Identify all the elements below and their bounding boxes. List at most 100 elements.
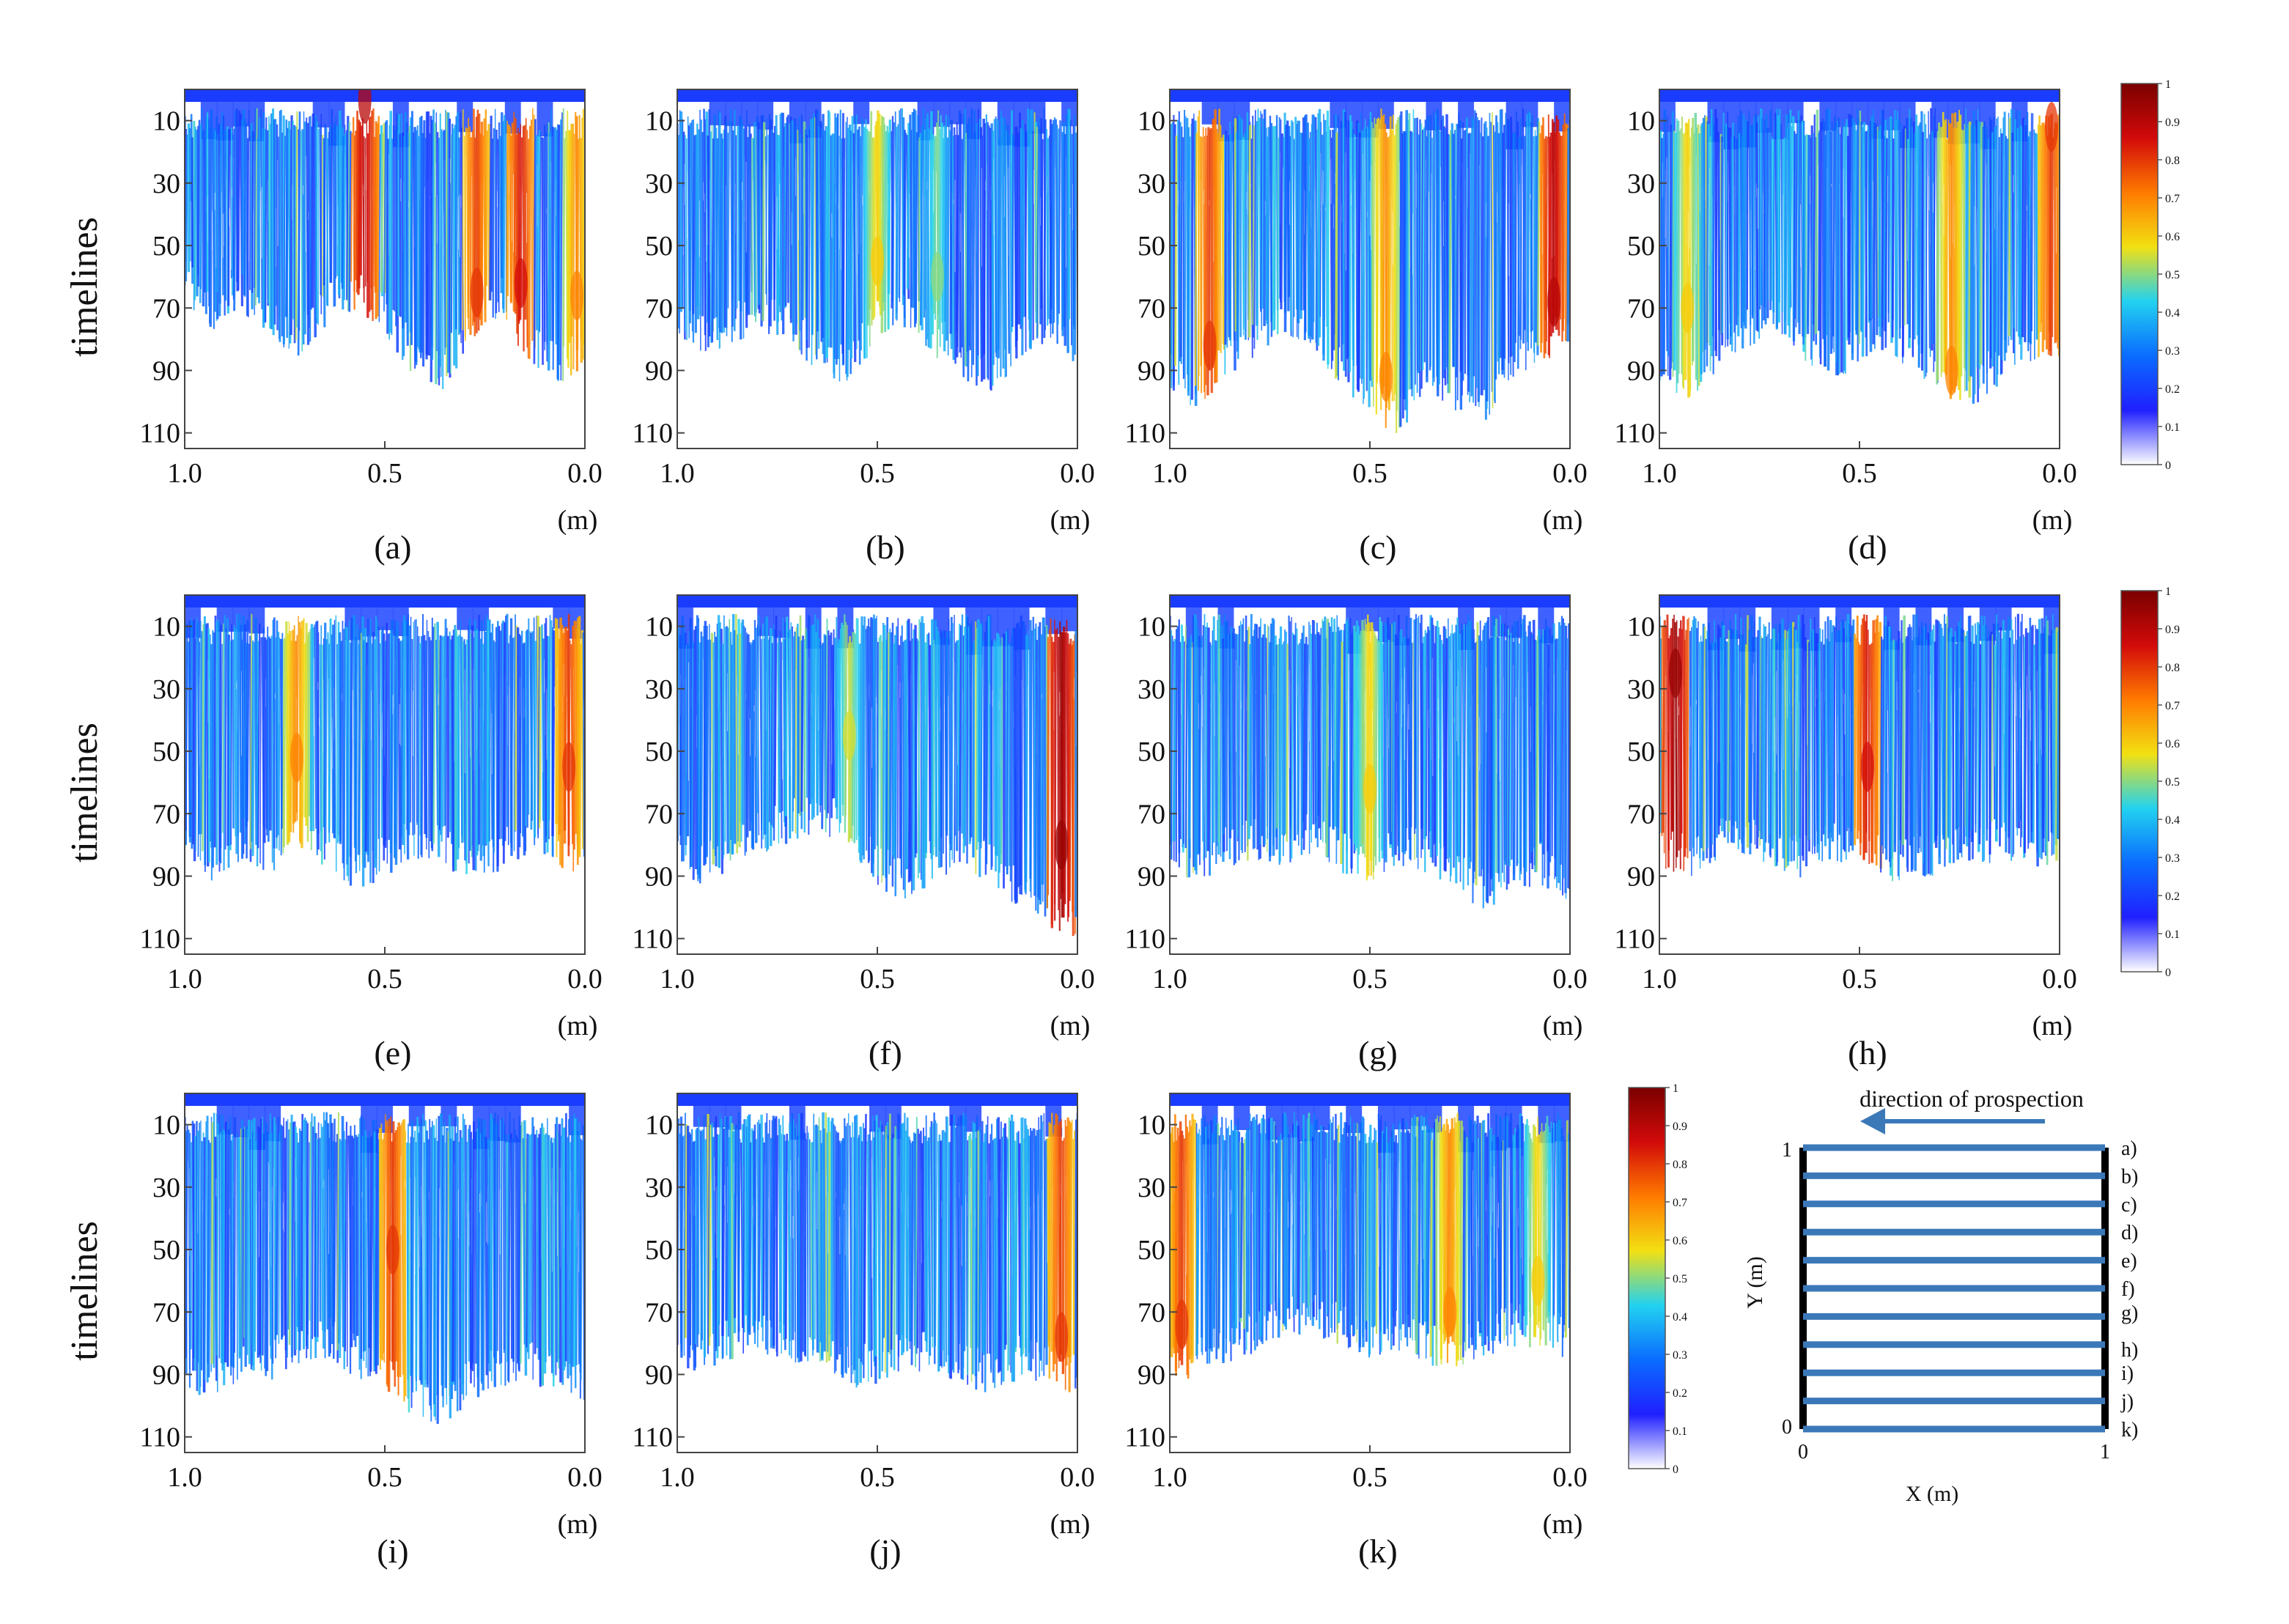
strand — [298, 627, 302, 841]
strand — [1041, 1121, 1044, 1371]
strand — [919, 125, 924, 325]
strand — [1901, 125, 1906, 358]
strand — [1301, 625, 1305, 838]
strand — [1560, 616, 1563, 865]
strand — [1952, 636, 1955, 845]
strand — [1721, 112, 1725, 333]
top-patch — [408, 608, 426, 645]
strand — [1297, 644, 1300, 835]
strand — [1327, 126, 1330, 369]
strand — [906, 122, 910, 289]
strand — [1363, 128, 1365, 405]
strand — [541, 137, 544, 365]
strand — [430, 1121, 433, 1422]
strand — [468, 126, 471, 304]
strand — [431, 109, 435, 360]
strand — [380, 630, 383, 838]
strand — [918, 137, 921, 333]
strand — [462, 641, 465, 842]
strand — [959, 1115, 963, 1379]
strand — [1838, 630, 1841, 833]
strand — [983, 632, 987, 841]
x-tick-label: 0.5 — [1842, 964, 1877, 994]
strand — [793, 118, 797, 335]
strand — [454, 629, 458, 871]
strand — [262, 128, 267, 328]
strand — [546, 636, 550, 853]
strand — [858, 126, 861, 365]
top-band — [1659, 595, 2060, 608]
strand — [367, 634, 371, 863]
strand — [1058, 637, 1061, 931]
hotspot — [358, 89, 372, 124]
strand — [833, 1124, 836, 1374]
strand — [715, 1116, 718, 1351]
strand — [1046, 637, 1049, 909]
strand — [191, 621, 194, 849]
strand — [1206, 622, 1209, 852]
strand — [1808, 618, 1812, 840]
top-patch — [248, 608, 266, 634]
strand — [241, 616, 246, 819]
strand — [1746, 121, 1749, 310]
strand — [1313, 116, 1316, 322]
panel-label: (e) — [374, 1034, 411, 1071]
strand — [926, 128, 930, 340]
strand — [945, 632, 949, 831]
strand — [1338, 127, 1341, 347]
strand — [992, 644, 995, 847]
top-patch — [585, 1106, 602, 1148]
strand — [515, 625, 518, 831]
strand — [451, 1140, 455, 1382]
strand — [440, 129, 443, 377]
strand — [1848, 114, 1852, 333]
strand — [860, 136, 862, 351]
strand — [1291, 632, 1294, 859]
strand — [1936, 122, 1941, 381]
strand — [271, 108, 275, 336]
strand — [213, 128, 217, 312]
strand — [1190, 123, 1192, 405]
strand — [1431, 617, 1434, 863]
strand — [1867, 125, 1870, 323]
y-tick-label: 90 — [1138, 861, 1165, 892]
x-unit-label: (m) — [558, 505, 598, 536]
strand — [542, 638, 546, 855]
strand — [1369, 622, 1374, 861]
strand — [438, 138, 440, 379]
strand — [1475, 621, 1479, 886]
strand — [436, 1115, 441, 1424]
strand — [1692, 616, 1695, 857]
strand — [852, 116, 857, 342]
strand — [969, 1133, 973, 1348]
strand — [871, 137, 874, 326]
strand — [442, 1123, 446, 1408]
top-patch — [853, 102, 871, 125]
strand — [312, 1126, 314, 1340]
strand — [935, 627, 938, 847]
strand — [378, 643, 381, 872]
strand — [265, 1131, 269, 1371]
strand — [314, 1133, 317, 1337]
strand — [432, 1137, 436, 1405]
strand — [388, 111, 393, 333]
strand — [808, 616, 811, 821]
x-tick-label: 0.5 — [1352, 458, 1387, 489]
strand — [1039, 634, 1043, 905]
strand — [760, 114, 764, 327]
strand — [383, 122, 386, 311]
strand — [1047, 629, 1050, 896]
strand — [321, 134, 324, 297]
strand — [224, 134, 227, 287]
strand — [1525, 636, 1528, 872]
hotspot — [930, 251, 944, 302]
strand — [789, 622, 792, 838]
strand — [1700, 641, 1703, 849]
strand — [863, 1113, 867, 1344]
strand — [232, 1117, 235, 1384]
strand — [330, 109, 333, 283]
panel-f: 10 30 50 70 90 110 1.0 0.5 0.0 (m) (f) — [632, 594, 1095, 1071]
strand — [1811, 133, 1814, 366]
strand — [725, 1117, 729, 1321]
strand — [348, 130, 352, 312]
